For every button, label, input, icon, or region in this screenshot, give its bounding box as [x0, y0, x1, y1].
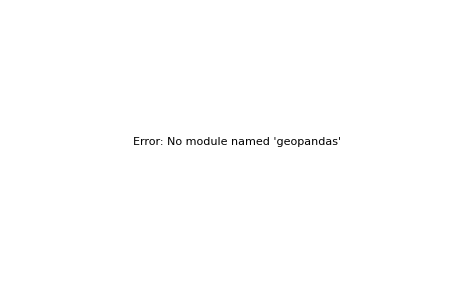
Text: Error: No module named 'geopandas': Error: No module named 'geopandas': [133, 137, 341, 147]
